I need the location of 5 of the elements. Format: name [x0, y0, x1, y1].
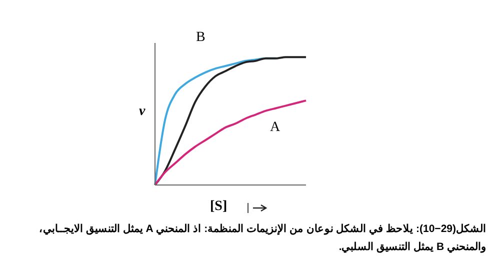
text: B	[196, 30, 206, 46]
text: الشكل(29−10): يلاحظ في الشكل نوعان من الإنزيمات المنظمة: اذ المنحني A يمثل التنسيق الايجــابي، والمنحني B يمثل التنسيق السلبي.	[38, 222, 486, 255]
y-axis-title: v	[139, 104, 146, 120]
annotation: A	[270, 120, 280, 136]
x-axis-title: [S]	[210, 199, 228, 215]
